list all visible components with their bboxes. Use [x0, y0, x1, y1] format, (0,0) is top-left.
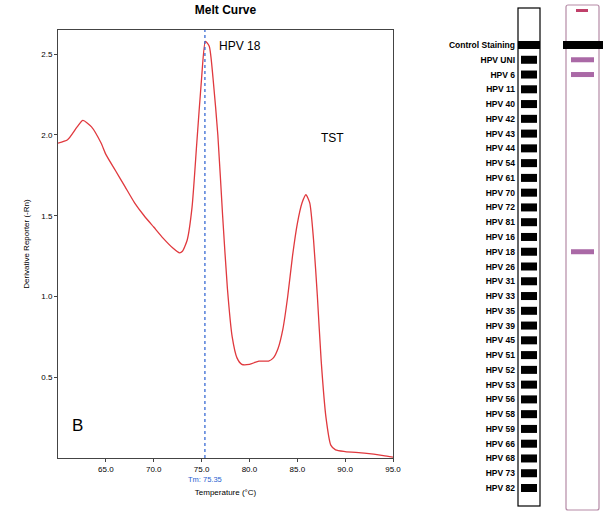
svg-text:HPV 40: HPV 40	[486, 99, 516, 109]
svg-text:95.0: 95.0	[385, 465, 401, 474]
svg-text:0.5: 0.5	[41, 373, 53, 382]
svg-text:2.0: 2.0	[41, 131, 53, 140]
svg-text:75.0: 75.0	[194, 465, 210, 474]
svg-text:HPV 82: HPV 82	[486, 483, 516, 493]
svg-text:HPV 53: HPV 53	[486, 380, 516, 390]
svg-text:HPV 81: HPV 81	[486, 217, 516, 227]
svg-text:HPV 18: HPV 18	[219, 39, 261, 53]
svg-text:Derivative Reporter (-Rn): Derivative Reporter (-Rn)	[22, 199, 31, 289]
svg-text:70.0: 70.0	[146, 465, 162, 474]
svg-text:B: B	[72, 416, 83, 435]
svg-text:HPV 35: HPV 35	[486, 306, 516, 316]
svg-text:HPV 42: HPV 42	[486, 114, 516, 124]
svg-text:HPV 39: HPV 39	[486, 321, 516, 331]
svg-text:HPV 54: HPV 54	[486, 158, 516, 168]
svg-text:HPV 11: HPV 11	[486, 84, 515, 94]
svg-text:HPV 56: HPV 56	[486, 394, 516, 404]
svg-text:HPV 33: HPV 33	[486, 291, 516, 301]
svg-text:HPV 58: HPV 58	[486, 409, 516, 419]
svg-text:HPV UNI: HPV UNI	[481, 55, 515, 65]
svg-text:TST: TST	[321, 131, 344, 145]
svg-text:HPV 44: HPV 44	[486, 143, 516, 153]
svg-text:Temperature (°C): Temperature (°C)	[195, 488, 257, 497]
svg-text:2.5: 2.5	[41, 50, 53, 59]
svg-text:Control Staining: Control Staining	[449, 40, 515, 50]
svg-text:80.0: 80.0	[242, 465, 258, 474]
svg-text:85.0: 85.0	[290, 465, 306, 474]
svg-text:65.0: 65.0	[98, 465, 114, 474]
svg-text:HPV 68: HPV 68	[486, 453, 516, 463]
svg-text:Melt Curve: Melt Curve	[195, 3, 257, 17]
svg-text:HPV 16: HPV 16	[486, 232, 516, 242]
svg-text:90.0: 90.0	[337, 465, 353, 474]
svg-text:HPV 26: HPV 26	[486, 262, 516, 272]
svg-text:HPV 70: HPV 70	[486, 188, 516, 198]
svg-text:HPV 18: HPV 18	[486, 247, 516, 257]
svg-text:HPV 73: HPV 73	[486, 468, 516, 478]
svg-text:HPV 66: HPV 66	[486, 439, 516, 449]
svg-text:HPV 51: HPV 51	[486, 350, 516, 360]
svg-text:Tm: 75.35: Tm: 75.35	[188, 475, 222, 484]
svg-text:HPV 61: HPV 61	[486, 173, 516, 183]
svg-text:HPV 43: HPV 43	[486, 129, 516, 139]
svg-text:1.5: 1.5	[41, 212, 53, 221]
svg-text:HPV 45: HPV 45	[486, 335, 516, 345]
svg-text:HPV 52: HPV 52	[486, 365, 516, 375]
svg-text:HPV 31: HPV 31	[486, 276, 516, 286]
svg-text:HPV 72: HPV 72	[486, 202, 516, 212]
svg-text:HPV 59: HPV 59	[486, 424, 516, 434]
svg-text:1.0: 1.0	[41, 292, 53, 301]
svg-text:HPV 6: HPV 6	[490, 70, 515, 80]
